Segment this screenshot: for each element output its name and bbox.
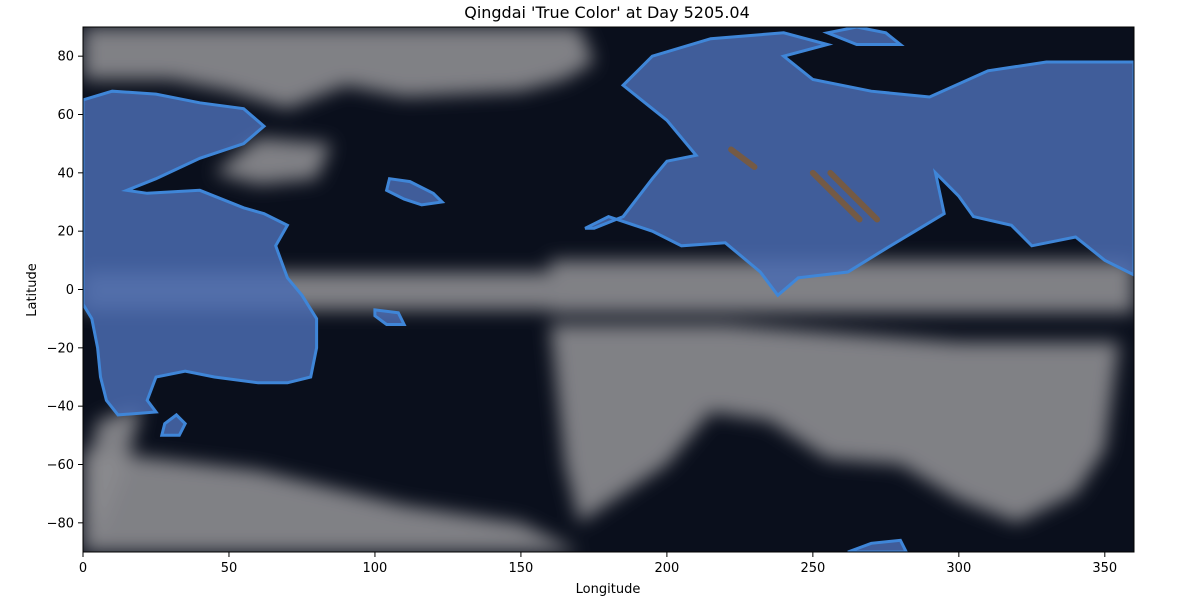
y-axis-label: Latitude (25, 263, 40, 317)
land-west-continent (83, 89, 319, 417)
y-tick-label: −20 (47, 341, 74, 356)
chart-title: Qingdai 'True Color' at Day 5205.04 (464, 3, 750, 22)
y-axis: −80 −60 −40 −20 0 20 40 60 80 (47, 50, 83, 531)
desert-streak-1 (728, 146, 758, 170)
x-axis-label: Longitude (576, 582, 641, 597)
cloud-equatorial-band-east (550, 260, 1134, 313)
cloud-layer (83, 27, 1134, 552)
land-layer (83, 27, 1134, 552)
y-tick-label: −80 (47, 516, 74, 531)
desert-streak-2 (809, 169, 863, 223)
cloud-west-mid-cloud (83, 406, 142, 538)
land-island-mid-north (384, 177, 446, 207)
x-tick-label: 300 (946, 561, 971, 576)
cloud-north-storm-arc (83, 27, 594, 109)
desert-streak-layer (728, 146, 881, 223)
y-tick-label: 60 (57, 108, 74, 123)
plot-area (83, 27, 1134, 552)
x-tick-label: 100 (363, 561, 388, 576)
land-east-continent (584, 31, 1134, 298)
land-island-mid-eq (373, 308, 407, 326)
cloud-south-cloud-field (550, 324, 1120, 523)
y-tick-label: 0 (66, 283, 74, 298)
desert-streak-3 (827, 169, 881, 223)
y-tick-label: −40 (47, 400, 74, 415)
land-south-pole-patch (847, 538, 908, 552)
x-tick-label: 150 (509, 561, 534, 576)
land-north-pole-patch (822, 27, 905, 46)
land-island-sw (159, 412, 188, 437)
x-tick-label: 200 (654, 561, 679, 576)
y-tick-label: 80 (57, 50, 74, 65)
y-tick-label: 40 (57, 166, 74, 181)
y-tick-label: 20 (57, 225, 74, 240)
cloud-west-cloud-east-edge (214, 137, 332, 185)
x-tick-label: 350 (1092, 561, 1117, 576)
x-tick-label: 0 (79, 561, 87, 576)
x-axis: 0 50 100 150 200 250 300 350 (79, 552, 1117, 576)
y-tick-label: −60 (47, 458, 74, 473)
x-tick-label: 250 (800, 561, 825, 576)
cloud-southern-belt (83, 449, 580, 552)
x-tick-label: 50 (221, 561, 238, 576)
